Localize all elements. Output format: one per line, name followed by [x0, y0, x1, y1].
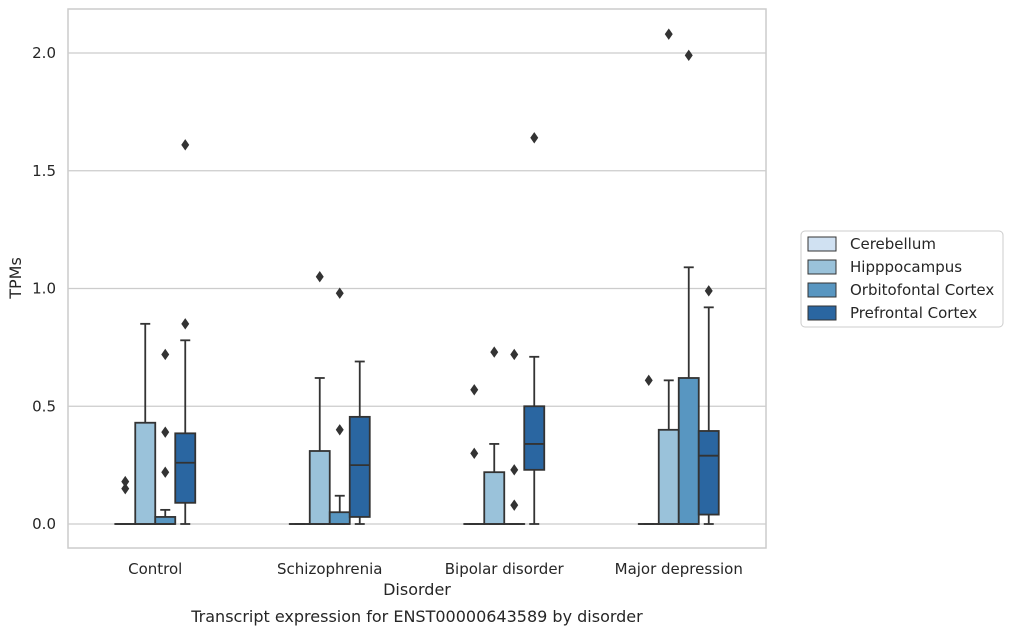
box-body: [657, 428, 680, 525]
outlier-point: [470, 384, 479, 396]
plot-area-frame: [67, 8, 767, 549]
box-cerebellum: [637, 374, 660, 525]
y-tick-label: 2.0: [32, 44, 56, 62]
box-orbitofontal-cortex: [328, 287, 351, 525]
box-body: [154, 516, 177, 525]
box-body: [483, 471, 506, 525]
y-tick-label: 1.5: [32, 162, 56, 180]
box-body: [174, 432, 197, 504]
outlier-point: [470, 447, 479, 460]
y-axis-ticks: 0.0 0.5 1.0 1.5 2.0: [32, 44, 56, 533]
outlier-point: [684, 49, 693, 62]
legend-swatch: [807, 305, 837, 321]
legend-label: Prefrontal Cortex: [850, 304, 977, 322]
outlier-point: [704, 285, 713, 297]
legend-frame: [800, 230, 1004, 328]
outlier-point: [181, 139, 190, 151]
box-prefrontal-cortex: [697, 285, 720, 525]
x-tick-label: Major depression: [615, 560, 743, 578]
outlier-point: [335, 424, 344, 436]
y-axis-label: TPMs: [6, 257, 25, 300]
outlier-point: [161, 348, 170, 361]
box-body: [134, 421, 157, 525]
legend: Cerebellum Hipppocampus Orbitofontal Corte…: [800, 230, 1004, 328]
box-orbitofontal-cortex: [154, 348, 177, 525]
x-axis-ticks: Control Schizophrenia Bipolar disorder Majo…: [128, 560, 743, 578]
outlier-point: [644, 374, 653, 387]
outlier-point: [510, 499, 519, 511]
box-prefrontal-cortex: [523, 132, 546, 525]
y-tick-label: 0.0: [32, 515, 56, 533]
y-tick-label: 0.5: [32, 397, 56, 415]
box-hipppocampus: [657, 28, 680, 525]
x-tick-label: Bipolar disorder: [445, 560, 565, 578]
y-tick-label: 1.0: [32, 280, 56, 298]
outlier-point: [510, 464, 519, 476]
box-hipppocampus: [134, 322, 157, 525]
outlier-point: [121, 475, 130, 488]
legend-swatch: [807, 282, 837, 298]
chart-caption: Transcript expression for ENST0000064358…: [190, 607, 643, 626]
x-tick-label: Control: [128, 560, 182, 578]
box-orbitofontal-cortex: [503, 348, 526, 525]
outlier-point: [181, 318, 190, 330]
outlier-point: [530, 132, 539, 144]
outlier-point: [121, 482, 130, 495]
box-body: [523, 405, 546, 471]
legend-swatch: [807, 236, 837, 252]
box-hipppocampus: [308, 271, 331, 525]
box-body: [677, 377, 700, 525]
outlier-point: [490, 346, 499, 358]
x-axis-label: Disorder: [383, 580, 451, 599]
box-body: [697, 430, 720, 516]
outlier-point: [664, 28, 673, 40]
box-plot-series: [114, 28, 720, 525]
outlier-point: [335, 287, 344, 299]
box-hipppocampus: [483, 346, 506, 525]
box-body: [328, 511, 351, 525]
x-tick-label: Schizophrenia: [277, 560, 382, 578]
legend-label: Cerebellum: [850, 235, 936, 253]
box-prefrontal-cortex: [174, 139, 197, 525]
outlier-point: [315, 271, 324, 283]
box-prefrontal-cortex: [348, 360, 371, 525]
box-body: [308, 450, 331, 525]
outlier-point: [161, 466, 170, 478]
box-orbitofontal-cortex: [677, 49, 700, 525]
legend-label: Hipppocampus: [850, 258, 962, 276]
outlier-point: [161, 426, 170, 438]
box-cerebellum: [114, 475, 137, 525]
legend-swatch: [807, 259, 837, 275]
box-body: [348, 415, 371, 518]
box-cerebellum: [463, 384, 486, 525]
outlier-point: [510, 348, 519, 361]
legend-label: Orbitofontal Cortex: [850, 281, 994, 299]
